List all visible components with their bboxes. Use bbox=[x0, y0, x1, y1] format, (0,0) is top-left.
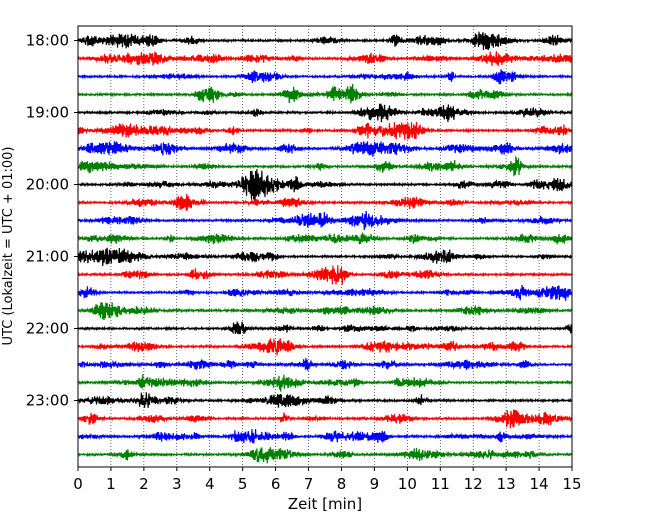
trace-row bbox=[77, 169, 573, 201]
trace-row bbox=[77, 122, 573, 140]
trace-row bbox=[77, 428, 573, 444]
trace-row bbox=[77, 284, 573, 301]
trace-row bbox=[77, 69, 573, 85]
trace-row bbox=[77, 51, 573, 66]
x-tick-label: 4 bbox=[205, 475, 215, 493]
trace-row bbox=[77, 409, 573, 429]
trace-row bbox=[77, 338, 573, 356]
x-tick-label: 7 bbox=[304, 475, 314, 493]
trace-row bbox=[77, 321, 573, 335]
x-tick-label: 3 bbox=[172, 475, 182, 493]
trace-row bbox=[77, 103, 573, 123]
y-tick-label: 23:00 bbox=[26, 392, 69, 410]
plot-frame bbox=[77, 25, 573, 468]
x-tick-label: 11 bbox=[431, 475, 450, 493]
x-axis-label: Zeit [min] bbox=[288, 495, 362, 513]
trace-row bbox=[77, 155, 573, 177]
x-tick-label: 15 bbox=[562, 475, 581, 493]
trace-row bbox=[77, 247, 573, 267]
trace-row bbox=[77, 83, 573, 104]
x-tick-label: 12 bbox=[464, 475, 483, 493]
x-tick-label: 6 bbox=[271, 475, 281, 493]
trace-row bbox=[77, 31, 573, 51]
x-tick-label: 5 bbox=[238, 475, 248, 493]
x-tick-label: 14 bbox=[530, 475, 549, 493]
trace-row bbox=[77, 140, 573, 157]
trace-row bbox=[77, 232, 573, 245]
x-axis-ticks: 0 1 2 3 4 5 6 7 8 9 10 11 12 13 14 15 bbox=[73, 467, 582, 493]
trace-row bbox=[77, 302, 573, 321]
trace-row bbox=[77, 193, 573, 211]
x-tick-label: 9 bbox=[370, 475, 380, 493]
y-axis-label: UTC (Lokalzeit = UTC + 01:00) bbox=[1, 147, 16, 346]
y-tick-label: 19:00 bbox=[26, 104, 69, 122]
x-tick-label: 10 bbox=[398, 475, 417, 493]
trace-row bbox=[77, 265, 573, 285]
y-tick-label: 18:00 bbox=[26, 32, 69, 50]
x-tick-label: 0 bbox=[73, 475, 83, 493]
trace-row bbox=[77, 357, 573, 371]
y-tick-label: 20:00 bbox=[26, 176, 69, 194]
trace-row bbox=[77, 392, 573, 408]
trace-row bbox=[77, 374, 573, 392]
y-axis-ticks: 18:00 19:00 20:00 21:00 22:00 23:00 bbox=[26, 32, 78, 410]
x-tick-label: 13 bbox=[497, 475, 516, 493]
traces-layer bbox=[77, 31, 573, 464]
y-tick-label: 22:00 bbox=[26, 320, 69, 338]
trace-row bbox=[77, 447, 573, 464]
y-tick-label: 21:00 bbox=[26, 248, 69, 266]
x-tick-label: 1 bbox=[106, 475, 116, 493]
trace-row bbox=[77, 210, 573, 231]
x-tick-label: 2 bbox=[139, 475, 149, 493]
x-tick-label: 8 bbox=[337, 475, 347, 493]
